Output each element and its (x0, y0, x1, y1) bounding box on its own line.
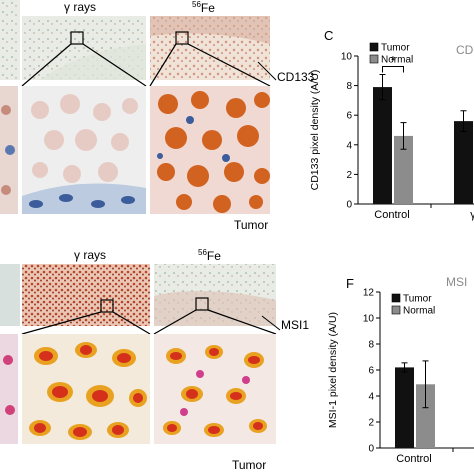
chart-f-panel-letter: F (346, 276, 354, 291)
bottom-fe-superscript: 56 (198, 248, 207, 257)
chart-c-y-tick-label-3: 6 (346, 111, 352, 122)
chart-f-legend-swatch-normal (391, 305, 401, 315)
bottom-fe-column-label: 56Fe (198, 248, 221, 263)
micrograph-figure (0, 0, 281, 444)
chart-c-y-tick-label-1: 2 (346, 170, 352, 181)
top-gamma-column-label: γ rays (64, 0, 97, 14)
chart-f-legend-swatch-tumor (391, 293, 401, 303)
top-fe-element: Fe (200, 1, 215, 15)
bottom-marker-label: MSI1 (281, 318, 310, 332)
chart-c-significance-bracket (382, 66, 404, 73)
micrograph-bottom-left-strip (0, 264, 20, 326)
chart-c-category-label-1: γ (470, 209, 474, 221)
chart-f-category-label-0: Control (396, 453, 431, 465)
chart-c-bar-normal-0 (394, 135, 413, 204)
chart-c-legend-swatch-tumor (369, 42, 379, 52)
chart-c-bar-tumor-0 (373, 87, 392, 204)
chart-f-y-tick-label-0: 0 (368, 444, 374, 455)
chart-f-bar-tumor-0 (395, 367, 414, 448)
top-marker-label: CD133 (277, 70, 315, 84)
zoom-box-top-gamma (70, 31, 84, 45)
chart-f-y-axis-label: MSI-1 pixel density (A/U) (327, 312, 339, 428)
zoom-box-top-fe (175, 31, 189, 45)
top-tissue-label: Tumor (234, 218, 269, 232)
chart-f-bar-normal-0 (416, 384, 435, 448)
chart-c-y-axis-label: CD133 pixel density (A/U) (309, 70, 321, 191)
zoom-box-bottom-gamma (100, 299, 114, 313)
micrograph-top-left-strip (0, 0, 20, 80)
chart-f-y-tick-label-2: 4 (368, 392, 374, 403)
chart-c-cut-label: CD (456, 43, 474, 57)
chart-c-y-tick-label-4: 8 (346, 81, 352, 92)
chart-f-y-tick-label-5: 10 (363, 314, 375, 325)
chart-c: C CD 0 2 4 6 8 10 CD133 pixel density (A/U) Contr… (309, 28, 474, 221)
chart-f-legend-label-normal: Normal (403, 306, 435, 317)
bottom-tissue-label: Tumor (232, 458, 267, 472)
zoom-box-bottom-fe (195, 297, 209, 311)
chart-c-legend-label-tumor: Tumor (381, 43, 410, 54)
chart-c-legend-label-normal: Normal (381, 55, 413, 66)
chart-f: F MSI 0 2 4 6 8 10 12 MSI-1 pixel density (A/U) Co… (327, 275, 474, 465)
chart-c-y-tick-label-2: 4 (346, 140, 352, 151)
chart-c-legend-swatch-normal (369, 54, 379, 64)
chart-f-y-tick-label-6: 12 (363, 288, 375, 299)
bottom-fe-element: Fe (206, 249, 221, 263)
chart-c-panel-letter: C (324, 28, 333, 43)
top-fe-superscript: 56 (192, 0, 201, 9)
chart-f-legend-label-tumor: Tumor (403, 294, 432, 305)
chart-c-category-label-0: Control (374, 209, 409, 221)
chart-f-y-tick-label-1: 2 (368, 418, 374, 429)
chart-f-cut-label: MSI (446, 275, 467, 289)
chart-f-y-tick-label-3: 6 (368, 366, 374, 377)
chart-c-y-tick-label-0: 0 (346, 200, 352, 211)
chart-f-y-tick-label-4: 8 (368, 340, 374, 351)
chart-c-significance-marker: * (391, 54, 396, 68)
bottom-gamma-column-label: γ rays (74, 248, 107, 262)
chart-c-bar-tumor-1 (454, 121, 473, 204)
micrograph-bottom-left-highmag-strip (0, 334, 18, 444)
chart-c-y-tick-label-5: 10 (341, 52, 353, 63)
top-fe-column-label: 56Fe (192, 0, 215, 15)
